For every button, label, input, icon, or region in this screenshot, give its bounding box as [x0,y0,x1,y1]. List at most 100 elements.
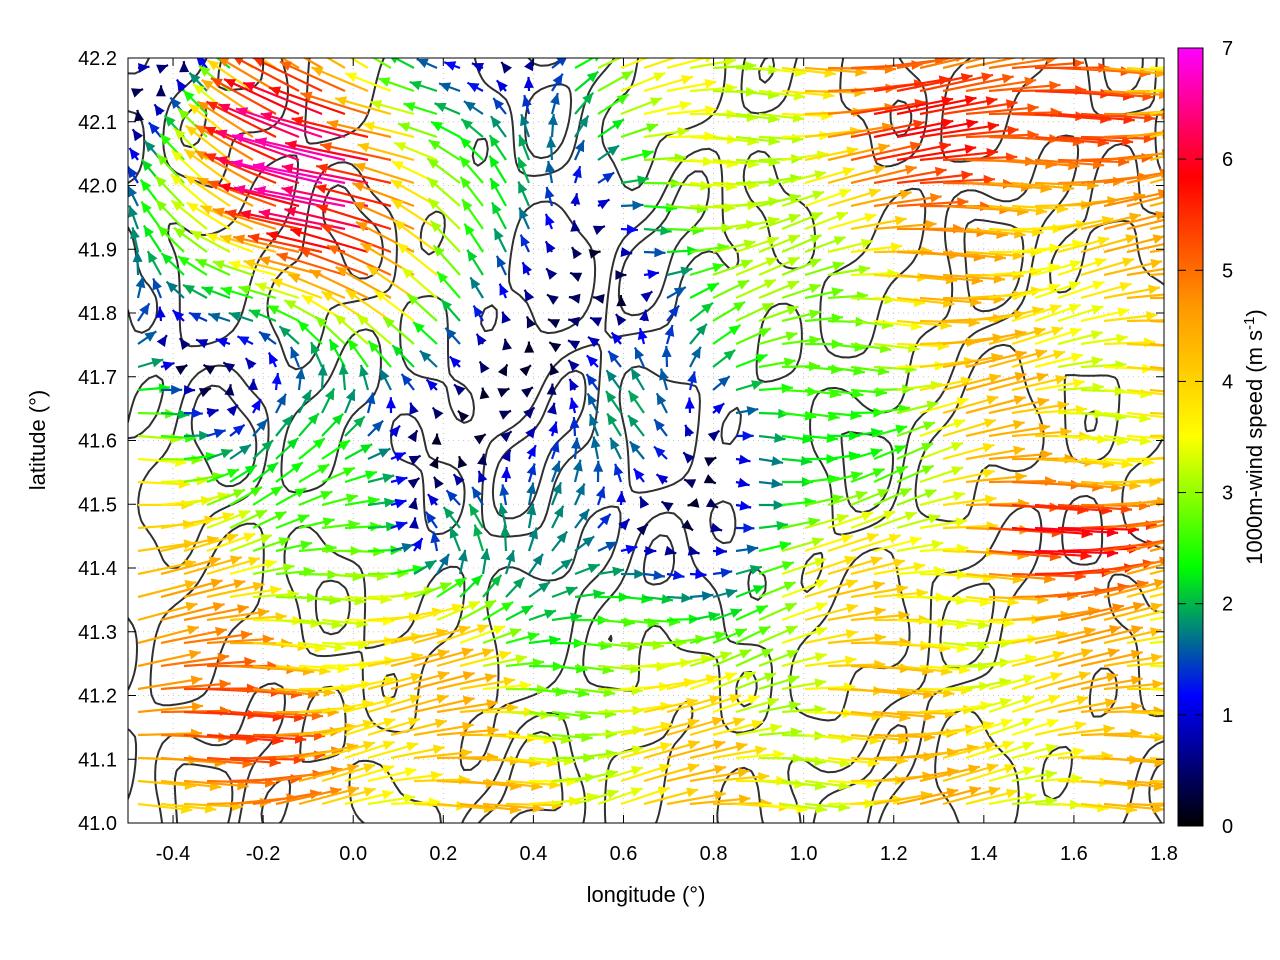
wind-vector-head [360,243,373,254]
wind-vector-head [1027,103,1039,114]
wind-vector-head [874,606,886,617]
wind-vector-head [964,144,977,155]
wind-vector-shaft [942,58,989,70]
wind-vector-head [460,176,472,189]
wind-vector-head [238,510,251,520]
wind-vector-head [1168,454,1179,464]
wind-vector-head [1068,281,1081,291]
wind-vector-head [335,266,348,277]
wind-vector-shaft [183,605,249,622]
colorbar-tick-label: 5 [1222,260,1233,282]
wind-vector-head [132,129,144,142]
wind-vector-head [1131,701,1143,712]
wind-vector-head [909,536,922,546]
wind-vector-shaft [252,733,326,738]
wind-vector-head [675,637,687,648]
wind-vector-head [1046,718,1059,729]
wind-vector-head [687,545,700,556]
wind-vector-head [1090,330,1103,340]
wind-vector-head [214,757,226,768]
y-tick-label: 41.4 [78,558,117,580]
wind-vector-head [269,86,282,96]
wind-vector-head [462,671,475,681]
wind-vector-head [489,135,500,148]
wind-vector-head [590,317,603,327]
wind-vector-head [930,193,942,203]
wind-vector-head [595,486,606,499]
wind-vector-shaft [252,791,322,806]
wind-vector-shaft [349,58,369,69]
wind-vector-head [809,258,822,268]
wind-vector-head [766,236,779,246]
wind-vector-head [253,58,265,67]
wind-vector-head [894,445,907,455]
wind-vector-head [763,279,776,289]
wind-vector-head [274,511,287,521]
wind-vector-head [310,342,321,355]
wind-vector-shaft [1034,135,1109,145]
wind-vector-shaft [206,710,284,719]
wind-vector-head [206,233,218,243]
wind-vector-head [493,98,505,110]
wind-vector-head [1022,766,1035,777]
wind-vector-shaft [988,83,1061,93]
wind-vector-head [835,211,848,222]
wind-vector-head [1150,258,1163,269]
wind-vector-head [228,311,241,322]
wind-vector-shaft [217,58,277,92]
wind-vector-head [984,741,997,752]
wind-vector-head [426,379,438,391]
wind-vector-head [476,624,489,634]
wind-vector-head [332,413,344,426]
wind-vector-head [267,305,280,315]
wind-vector-head [204,127,217,137]
wind-vector-head [315,316,328,328]
wind-vector-head [431,121,443,132]
wind-vector-head [738,454,751,465]
wind-vector-head [913,119,925,130]
wind-vector-head [1024,76,1037,87]
wind-vector-head [589,414,599,427]
wind-vector-head [983,418,996,429]
wind-vector-head [1050,672,1062,682]
wind-vector-head [200,205,213,215]
wind-vector-shaft [1149,155,1164,162]
wind-vector-head [462,695,475,706]
wind-vector-head [162,361,175,371]
wind-vector-head [1153,578,1164,589]
wind-vector-head [740,259,753,269]
wind-vector-head [155,199,167,212]
wind-vector-head [502,338,512,351]
wind-vector-shaft [260,112,346,139]
wind-vector-head [199,430,211,441]
wind-vector-head [815,626,828,637]
wind-vector-head [606,769,618,779]
y-tick-label: 42.1 [78,112,117,134]
wind-vector-head [846,146,858,157]
wind-vector-shaft [279,60,346,93]
wind-vector-head [353,202,366,212]
wind-vector-head [520,605,533,616]
wind-vector-head [548,421,558,434]
wind-vector-head [1033,327,1046,337]
wind-vector-head [737,767,750,778]
y-tick-label: 41.6 [78,431,117,453]
wind-vector-head [735,742,748,752]
wind-vector-head [1049,304,1062,314]
wind-vector-head [486,699,498,709]
wind-vector-head [237,336,250,346]
wind-vector-shaft [1126,173,1164,185]
wind-vector-head [324,42,336,52]
y-tick-label: 41.9 [78,239,117,261]
wind-vector-head [506,703,518,714]
wind-vector-head [905,165,917,175]
wind-vector-head [437,271,449,284]
wind-vector-head [186,202,199,213]
wind-vector-head [934,360,946,371]
wind-vector-head [594,58,600,62]
wind-vector-shaft [850,166,918,185]
wind-vector-head [148,122,160,135]
wind-vector-head [129,148,140,160]
wind-vector-head [858,264,870,275]
wind-vector-head [154,104,165,117]
